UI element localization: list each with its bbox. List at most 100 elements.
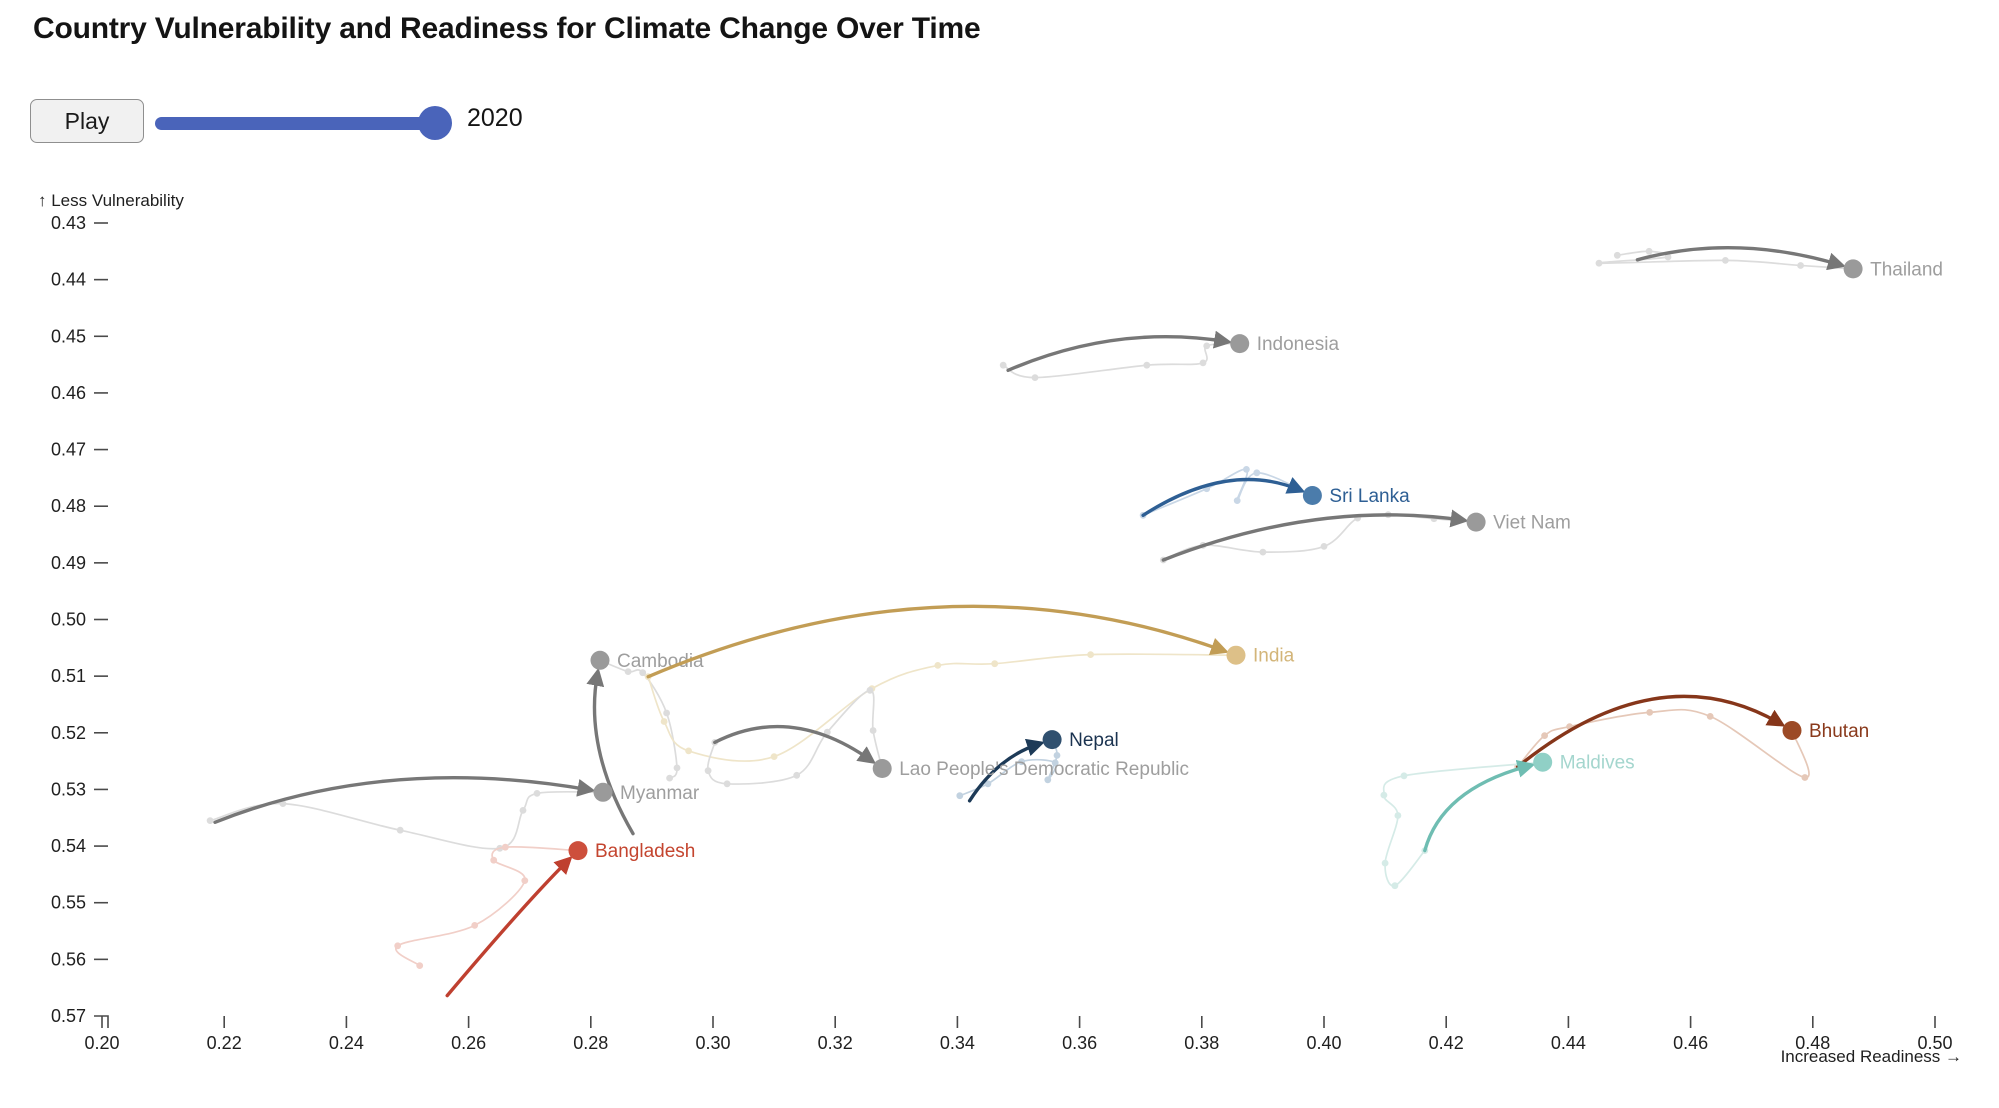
- country-dot[interactable]: [1226, 645, 1246, 665]
- x-tick-label: 0.48: [1795, 1033, 1830, 1053]
- trajectory-history-point: [1259, 548, 1267, 556]
- y-tick-label: 0.43: [51, 213, 86, 233]
- trajectory-history-point: [663, 709, 670, 717]
- play-button[interactable]: Play: [30, 99, 144, 143]
- country-dot[interactable]: [1230, 334, 1250, 354]
- trajectory-arrow: [445, 855, 573, 998]
- y-tick-label: 0.49: [51, 553, 86, 573]
- country-label: Cambodia: [617, 651, 704, 672]
- country-label: Bangladesh: [595, 841, 695, 862]
- x-tick-label: 0.42: [1429, 1033, 1464, 1053]
- trajectory-history-point: [1087, 651, 1094, 658]
- series-cambodia: Cambodia: [586, 650, 704, 836]
- x-tick-label: 0.44: [1551, 1033, 1586, 1053]
- trajectory-history-point: [1253, 469, 1261, 477]
- y-tick-label: 0.46: [51, 383, 86, 403]
- series-indonesia: Indonesia: [999, 330, 1340, 381]
- trajectory-history-point: [1031, 374, 1039, 381]
- country-dot[interactable]: [1782, 721, 1802, 740]
- x-axis-label: Increased Readiness →: [1781, 1047, 1962, 1066]
- trajectory-history-point: [991, 660, 999, 668]
- trajectory-history-line: [209, 790, 604, 850]
- trajectory-history-point: [770, 753, 778, 760]
- x-tick-label: 0.32: [818, 1033, 853, 1053]
- trajectory-history-point: [1595, 259, 1603, 267]
- trajectory-arrow: [967, 738, 1045, 803]
- trajectory-history-line: [1162, 513, 1477, 561]
- country-label: Myanmar: [620, 783, 700, 804]
- trajectory-arrow: [586, 667, 635, 836]
- y-tick-label: 0.50: [51, 610, 86, 630]
- trajectory-history-point: [956, 792, 964, 800]
- x-tick-label: 0.20: [84, 1033, 119, 1053]
- trajectory-arrow: [1423, 759, 1536, 853]
- year-value: 2020: [467, 104, 523, 132]
- trajectory-history-point: [1706, 713, 1714, 720]
- country-label: Viet Nam: [1493, 513, 1571, 534]
- country-dot[interactable]: [593, 782, 613, 802]
- trajectory-history-line: [1382, 761, 1544, 887]
- country-dot[interactable]: [1843, 259, 1863, 279]
- trajectory-history-point: [793, 771, 801, 779]
- trajectory-history-point: [1801, 774, 1809, 781]
- year-slider-thumb[interactable]: [418, 106, 452, 140]
- trajectory-history-point: [1320, 543, 1328, 550]
- y-tick-label: 0.54: [51, 836, 86, 856]
- country-dot[interactable]: [1302, 486, 1322, 505]
- trajectory-arrow: [1635, 246, 1846, 271]
- series-myanmar: Myanmar: [206, 776, 700, 852]
- trajectory-history-point: [206, 817, 214, 824]
- x-tick-label: 0.22: [207, 1033, 242, 1053]
- country-dot[interactable]: [1042, 730, 1062, 750]
- country-label: Sri Lanka: [1329, 486, 1410, 507]
- x-tick-label: 0.38: [1184, 1033, 1219, 1053]
- y-tick-label: 0.52: [51, 723, 86, 743]
- trajectory-history-point: [1391, 882, 1399, 890]
- trajectory-history-point: [471, 922, 479, 929]
- trajectory-history-point: [673, 764, 681, 772]
- series-bhutan: Bhutan: [1514, 694, 1869, 781]
- trajectory-history-point: [501, 843, 509, 851]
- year-slider[interactable]: [155, 106, 475, 140]
- trajectory-history-line: [647, 653, 1237, 762]
- trajectory-history-point: [934, 662, 942, 669]
- trajectory-history-point: [1018, 758, 1025, 766]
- trajectory-history-line: [706, 689, 884, 785]
- country-label: Maldives: [1560, 753, 1635, 774]
- trajectory-history-point: [624, 668, 632, 675]
- x-tick-label: 0.30: [695, 1033, 730, 1053]
- trajectory-history-point: [1381, 859, 1389, 867]
- country-dot[interactable]: [590, 650, 610, 670]
- trajectory-history-point: [1243, 466, 1250, 473]
- series-sri-lanka: Sri Lanka: [1139, 466, 1410, 519]
- country-label: Lao People's Democratic Republic: [899, 759, 1189, 780]
- trajectory-history-point: [1645, 247, 1653, 255]
- trajectory-history-point: [396, 826, 404, 834]
- country-dot[interactable]: [1466, 512, 1486, 532]
- x-tick-label: 0.28: [573, 1033, 608, 1053]
- trajectory-history-point: [1797, 262, 1804, 269]
- trajectory-history-point: [1722, 257, 1729, 264]
- country-label: Bhutan: [1809, 721, 1869, 742]
- y-tick-label: 0.51: [51, 666, 86, 686]
- series-india: India: [644, 604, 1295, 762]
- country-dot[interactable]: [1533, 752, 1553, 772]
- series-bangladesh: Bangladesh: [394, 841, 695, 998]
- series-thailand: Thailand: [1595, 246, 1943, 280]
- x-tick-label: 0.26: [451, 1033, 486, 1053]
- trajectory-history-point: [869, 727, 877, 734]
- page-title: Country Vulnerability and Readiness for …: [33, 12, 981, 45]
- trajectory-history-point: [660, 718, 668, 725]
- trajectory-arrow: [213, 776, 596, 824]
- trajectory-arrow: [646, 604, 1229, 679]
- trajectory-arrow: [713, 724, 877, 765]
- x-tick-label: 0.34: [940, 1033, 975, 1053]
- trajectory-history-point: [639, 669, 647, 677]
- country-dot[interactable]: [568, 841, 588, 861]
- country-dot[interactable]: [872, 759, 892, 778]
- trajectory-history-point: [1400, 772, 1408, 780]
- trajectory-history-point: [1613, 251, 1621, 259]
- y-axis-label: ↑ Less Vulnerability: [38, 191, 184, 210]
- year-slider-track[interactable]: [155, 117, 440, 130]
